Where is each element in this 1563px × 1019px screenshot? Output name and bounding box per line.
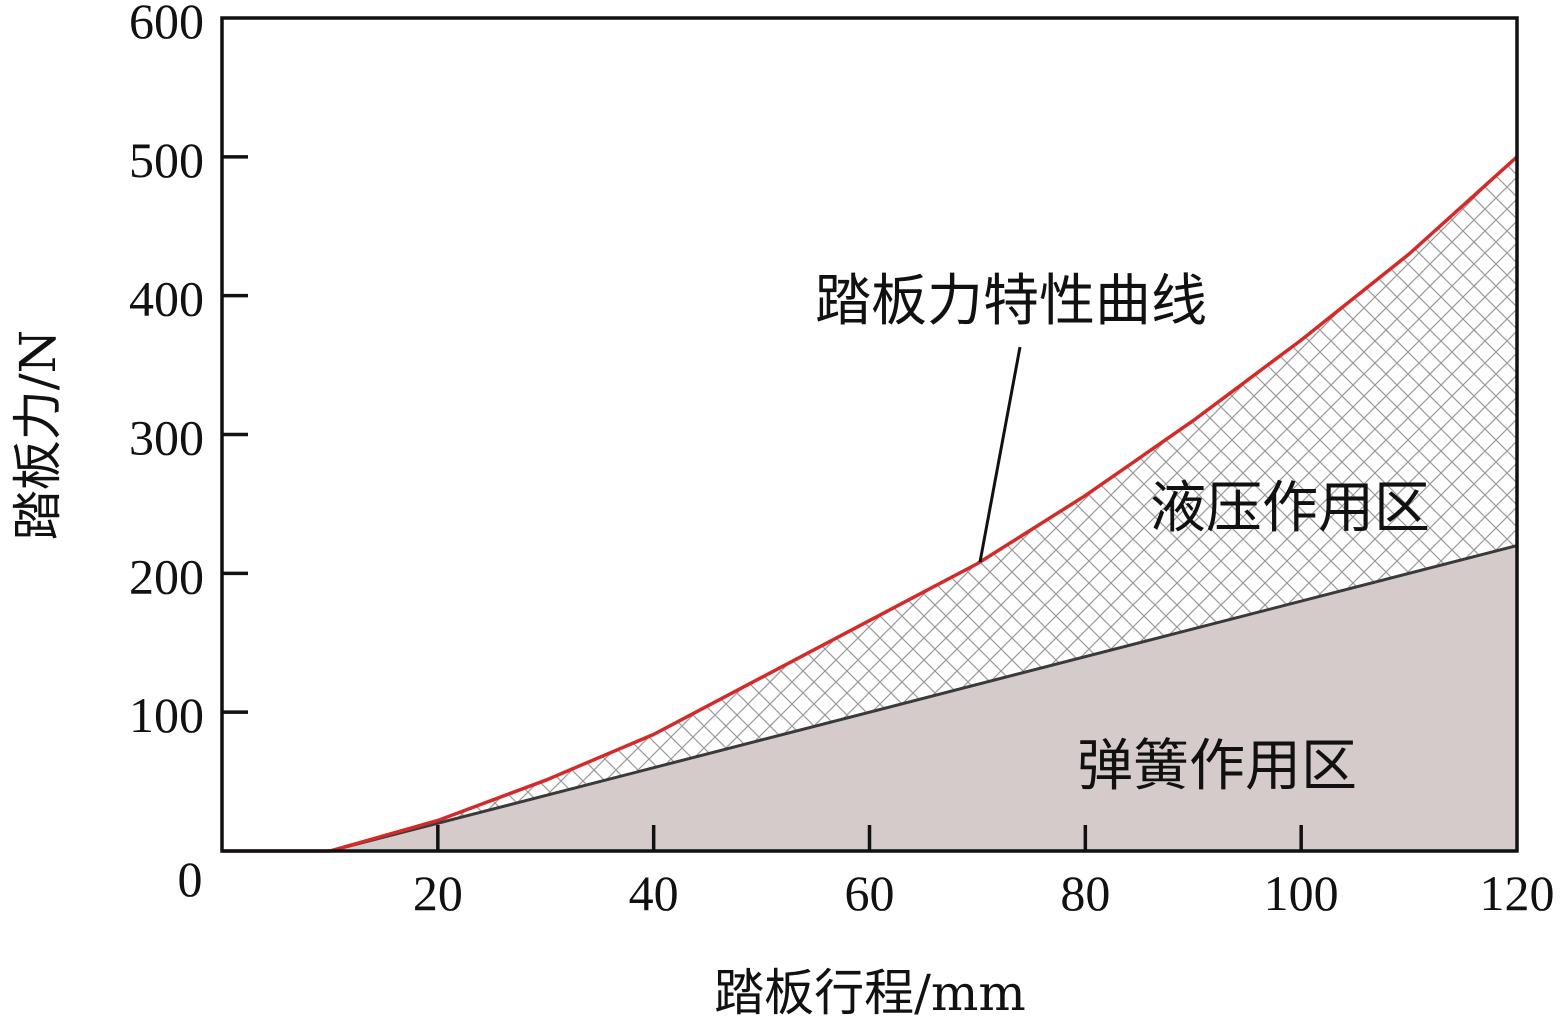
tick-labels: 20 40 60 80 100 120 0 100 200 300 400 500 600: [129, 0, 1555, 921]
x-tick-label: 120: [1480, 865, 1555, 921]
axis-ticks: [222, 155, 1303, 851]
y-tick-label: 600: [129, 0, 204, 49]
y-tick-label: 100: [129, 687, 204, 743]
x-tick-label: 40: [629, 865, 679, 921]
x-axis-label: 踏板行程/mm: [714, 964, 1026, 1019]
spring-region: [222, 545, 1517, 851]
y-tick-label: 400: [129, 271, 204, 327]
hydraulic-region: [222, 156, 1517, 852]
x-tick-label: 100: [1264, 865, 1339, 921]
x-tick-label: 20: [413, 865, 463, 921]
y-axis-label: 踏板力/N: [9, 330, 67, 541]
annotation-leader-line: [978, 346, 1022, 563]
y-tick-label: 500: [129, 132, 204, 188]
y-tick-label: 0: [178, 851, 203, 907]
x-tick-label: 80: [1060, 865, 1110, 921]
hydraulic-region-label: 液压作用区: [1150, 476, 1430, 541]
annotation-curve-label: 踏板力特性曲线: [815, 269, 1207, 334]
pedal-force-curve: [222, 155, 1519, 853]
plot-frame: [220, 16, 1519, 853]
y-tick-label: 200: [129, 548, 204, 604]
x-tick-label: 60: [845, 865, 895, 921]
spring-region-label: 弹簧作用区: [1077, 734, 1357, 799]
y-tick-label: 300: [129, 410, 204, 466]
